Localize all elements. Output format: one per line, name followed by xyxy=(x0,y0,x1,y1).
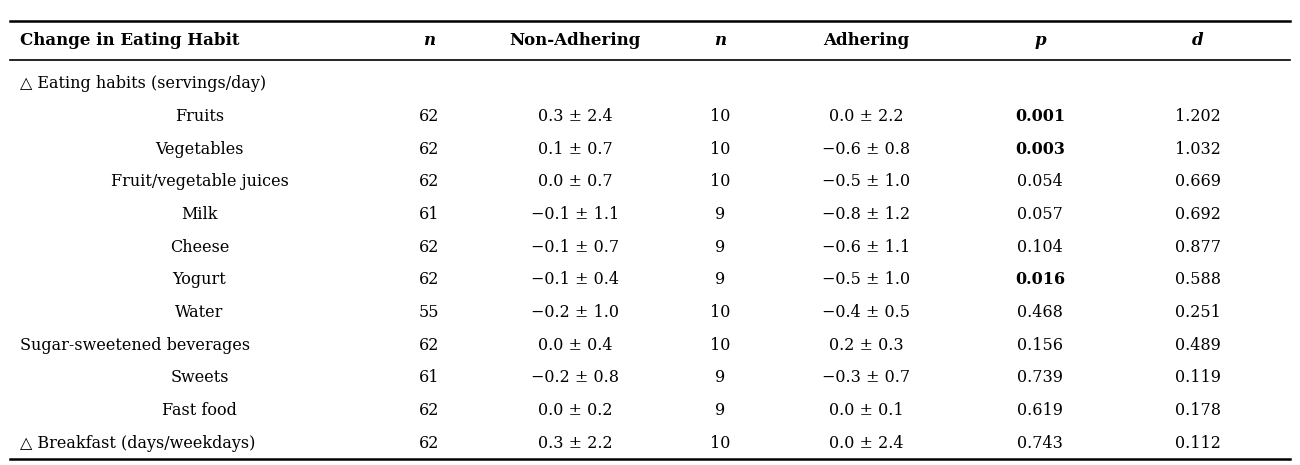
Text: 0.0 ± 0.4: 0.0 ± 0.4 xyxy=(538,337,612,353)
Text: 0.156: 0.156 xyxy=(1017,337,1063,353)
Text: −0.5 ± 1.0: −0.5 ± 1.0 xyxy=(823,173,910,190)
Text: 0.3 ± 2.4: 0.3 ± 2.4 xyxy=(538,108,612,125)
Text: 0.001: 0.001 xyxy=(1015,108,1065,125)
Text: −0.3 ± 0.7: −0.3 ± 0.7 xyxy=(823,369,910,386)
Text: 0.0 ± 0.7: 0.0 ± 0.7 xyxy=(538,173,612,190)
Text: Non-Adhering: Non-Adhering xyxy=(510,33,641,49)
Text: −0.1 ± 0.7: −0.1 ± 0.7 xyxy=(532,239,619,256)
Text: Adhering: Adhering xyxy=(823,33,910,49)
Text: 10: 10 xyxy=(710,108,731,125)
Text: −0.6 ± 1.1: −0.6 ± 1.1 xyxy=(823,239,910,256)
Text: Fast food: Fast food xyxy=(162,402,237,419)
Text: Vegetables: Vegetables xyxy=(155,140,244,158)
Text: 62: 62 xyxy=(419,108,439,125)
Text: 62: 62 xyxy=(419,271,439,288)
Text: 0.178: 0.178 xyxy=(1175,402,1221,419)
Text: 0.251: 0.251 xyxy=(1175,304,1221,321)
Text: Sweets: Sweets xyxy=(170,369,229,386)
Text: Sugar-sweetened beverages: Sugar-sweetened beverages xyxy=(20,337,250,353)
Text: −0.1 ± 1.1: −0.1 ± 1.1 xyxy=(532,206,619,223)
Text: 61: 61 xyxy=(419,206,439,223)
Text: 9: 9 xyxy=(715,402,725,419)
Text: 0.112: 0.112 xyxy=(1175,435,1221,452)
Text: 0.877: 0.877 xyxy=(1175,239,1221,256)
Text: △ Breakfast (days/weekdays): △ Breakfast (days/weekdays) xyxy=(20,435,255,452)
Text: 0.2 ± 0.3: 0.2 ± 0.3 xyxy=(829,337,903,353)
Text: 0.0 ± 2.4: 0.0 ± 2.4 xyxy=(829,435,903,452)
Text: −0.4 ± 0.5: −0.4 ± 0.5 xyxy=(823,304,910,321)
Text: 10: 10 xyxy=(710,304,731,321)
Text: 9: 9 xyxy=(715,239,725,256)
Text: 1.202: 1.202 xyxy=(1175,108,1221,125)
Text: 62: 62 xyxy=(419,402,439,419)
Text: n: n xyxy=(714,33,727,49)
Text: 9: 9 xyxy=(715,271,725,288)
Text: 0.619: 0.619 xyxy=(1017,402,1063,419)
Text: 62: 62 xyxy=(419,140,439,158)
Text: d: d xyxy=(1192,33,1204,49)
Text: 0.588: 0.588 xyxy=(1175,271,1221,288)
Text: Change in Eating Habit: Change in Eating Habit xyxy=(20,33,239,49)
Text: 0.1 ± 0.7: 0.1 ± 0.7 xyxy=(538,140,612,158)
Text: Milk: Milk xyxy=(181,206,218,223)
Text: −0.6 ± 0.8: −0.6 ± 0.8 xyxy=(823,140,910,158)
Text: Cheese: Cheese xyxy=(170,239,229,256)
Text: 0.489: 0.489 xyxy=(1175,337,1221,353)
Text: 10: 10 xyxy=(710,435,731,452)
Text: 0.692: 0.692 xyxy=(1175,206,1221,223)
Text: 62: 62 xyxy=(419,435,439,452)
Text: 10: 10 xyxy=(710,140,731,158)
Text: 10: 10 xyxy=(710,173,731,190)
Text: 0.739: 0.739 xyxy=(1017,369,1063,386)
Text: 0.468: 0.468 xyxy=(1017,304,1063,321)
Text: 9: 9 xyxy=(715,206,725,223)
Text: 9: 9 xyxy=(715,369,725,386)
Text: 0.054: 0.054 xyxy=(1017,173,1063,190)
Text: p: p xyxy=(1035,33,1045,49)
Text: −0.8 ± 1.2: −0.8 ± 1.2 xyxy=(823,206,910,223)
Text: 0.0 ± 0.2: 0.0 ± 0.2 xyxy=(538,402,612,419)
Text: 62: 62 xyxy=(419,239,439,256)
Text: −0.2 ± 0.8: −0.2 ± 0.8 xyxy=(532,369,619,386)
Text: 62: 62 xyxy=(419,173,439,190)
Text: Fruits: Fruits xyxy=(176,108,224,125)
Text: 0.003: 0.003 xyxy=(1015,140,1065,158)
Text: 0.104: 0.104 xyxy=(1017,239,1063,256)
Text: −0.5 ± 1.0: −0.5 ± 1.0 xyxy=(823,271,910,288)
Text: 55: 55 xyxy=(419,304,439,321)
Text: Fruit/vegetable juices: Fruit/vegetable juices xyxy=(111,173,289,190)
Text: 0.119: 0.119 xyxy=(1175,369,1221,386)
Text: Yogurt: Yogurt xyxy=(173,271,226,288)
Text: n: n xyxy=(422,33,436,49)
Text: 62: 62 xyxy=(419,337,439,353)
Text: 0.3 ± 2.2: 0.3 ± 2.2 xyxy=(538,435,612,452)
Text: 0.057: 0.057 xyxy=(1017,206,1063,223)
Text: 0.669: 0.669 xyxy=(1175,173,1221,190)
Text: 1.032: 1.032 xyxy=(1175,140,1221,158)
Text: 10: 10 xyxy=(710,337,731,353)
Text: Water: Water xyxy=(176,304,224,321)
Text: 0.743: 0.743 xyxy=(1017,435,1063,452)
Text: 61: 61 xyxy=(419,369,439,386)
Text: −0.1 ± 0.4: −0.1 ± 0.4 xyxy=(532,271,619,288)
Text: −0.2 ± 1.0: −0.2 ± 1.0 xyxy=(532,304,619,321)
Text: 0.0 ± 2.2: 0.0 ± 2.2 xyxy=(829,108,903,125)
Text: 0.0 ± 0.1: 0.0 ± 0.1 xyxy=(829,402,903,419)
Text: △ Eating habits (servings/day): △ Eating habits (servings/day) xyxy=(20,75,265,92)
Text: 0.016: 0.016 xyxy=(1015,271,1065,288)
